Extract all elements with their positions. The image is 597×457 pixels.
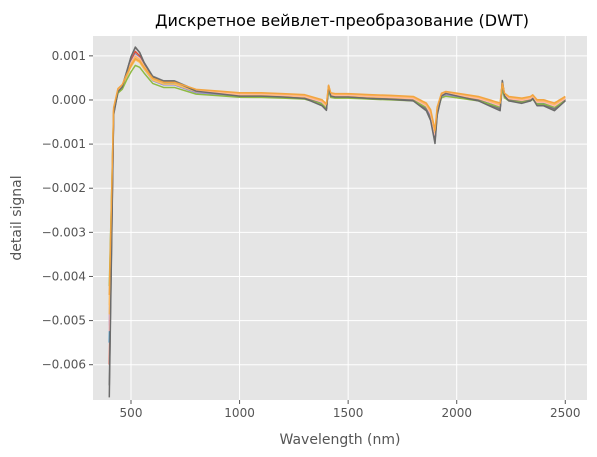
x-tick-label: 1500 (333, 406, 364, 420)
y-tick-label: −0.001 (42, 137, 86, 151)
x-tick-label: 2000 (441, 406, 472, 420)
x-tick-label: 1000 (224, 406, 255, 420)
series-line (108, 64, 566, 287)
y-axis-label: detail signal (9, 175, 25, 260)
y-tick-label: 0.000 (52, 93, 86, 107)
series-group (108, 46, 566, 398)
y-tick-label: −0.004 (42, 269, 86, 283)
y-tick-label: 0.001 (52, 49, 86, 63)
plot-area (93, 36, 587, 400)
x-tick-label: 500 (120, 406, 143, 420)
x-tick-labels: 500 1000 1500 2000 2500 (120, 400, 581, 420)
y-tick-label: −0.003 (42, 225, 86, 239)
y-tick-labels: −0.006 −0.005 −0.004 −0.003 −0.002 −0.001 0.00… (42, 49, 93, 372)
y-tick-label: −0.002 (42, 181, 86, 195)
series-line (108, 58, 566, 296)
series-line (108, 46, 566, 398)
x-tick-label: 2500 (550, 406, 581, 420)
chart-title: Дискретное вейвлет-преобразование (DWT) (155, 11, 529, 30)
y-tick-label: −0.006 (42, 358, 86, 372)
x-axis-label: Wavelength (nm) (280, 432, 401, 448)
y-tick-label: −0.005 (42, 314, 86, 328)
